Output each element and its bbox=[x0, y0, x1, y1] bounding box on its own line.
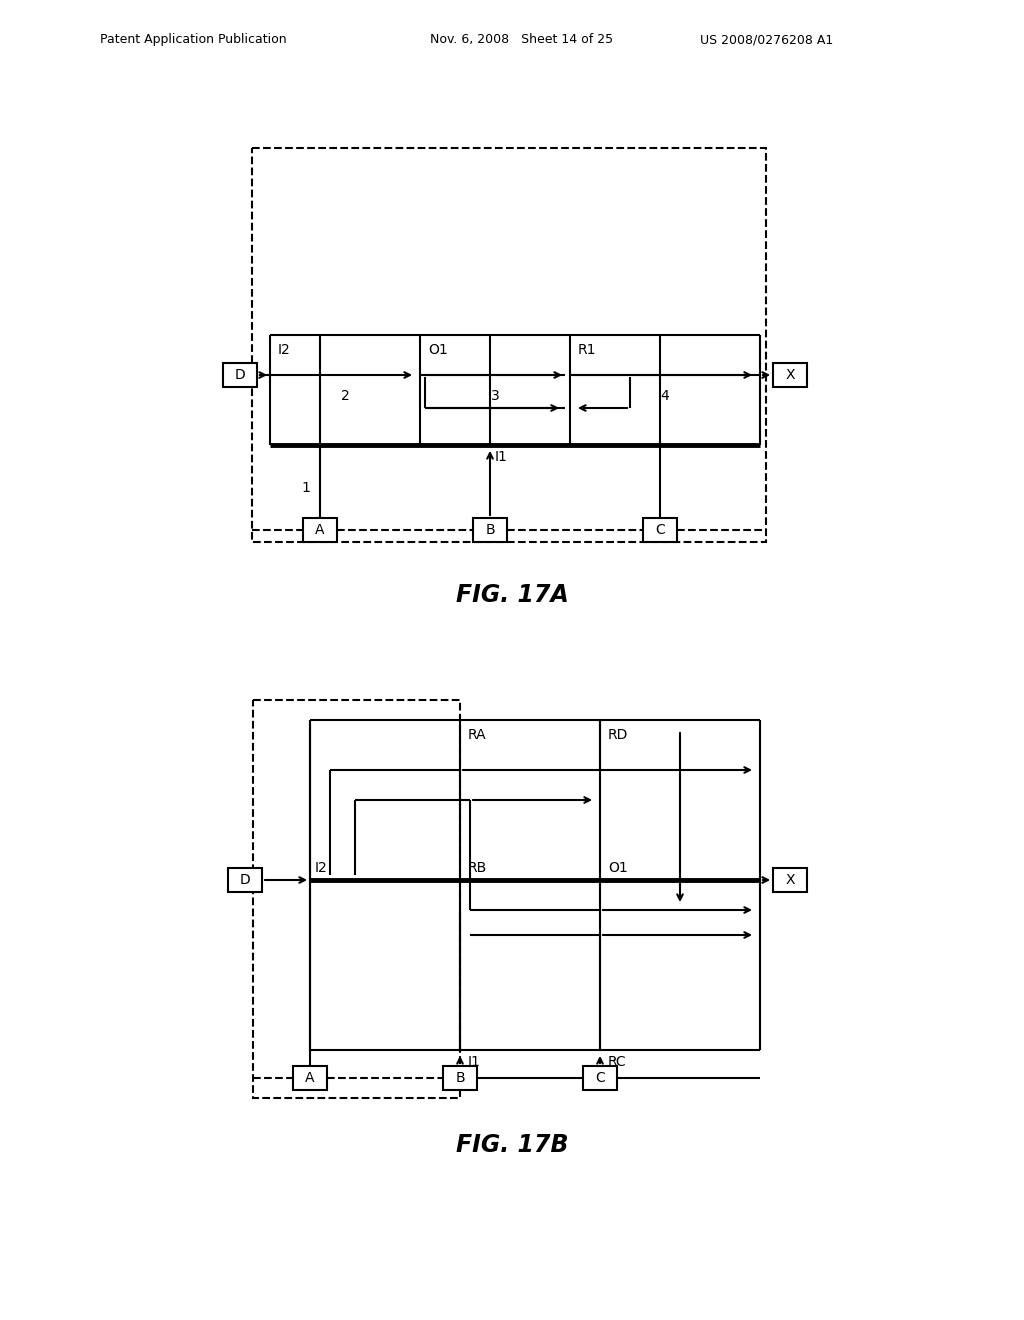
Text: RB: RB bbox=[468, 861, 487, 875]
Bar bbox=[583, 1067, 617, 1090]
Text: D: D bbox=[240, 873, 251, 887]
Bar bbox=[773, 869, 807, 892]
Bar bbox=[773, 363, 807, 387]
Text: C: C bbox=[595, 1071, 605, 1085]
Text: X: X bbox=[785, 873, 795, 887]
Bar bbox=[253, 700, 460, 1098]
Text: FIG. 17A: FIG. 17A bbox=[456, 583, 568, 607]
Text: A: A bbox=[315, 523, 325, 537]
Text: C: C bbox=[655, 523, 665, 537]
Text: I1: I1 bbox=[495, 450, 508, 465]
Text: I1: I1 bbox=[468, 1055, 481, 1069]
Text: X: X bbox=[785, 368, 795, 381]
Text: I2: I2 bbox=[278, 343, 291, 356]
Text: A: A bbox=[305, 1071, 314, 1085]
Text: 4: 4 bbox=[660, 389, 670, 403]
Bar bbox=[643, 517, 677, 543]
Text: O1: O1 bbox=[428, 343, 447, 356]
Text: B: B bbox=[485, 523, 495, 537]
Bar bbox=[252, 148, 766, 543]
Text: I2: I2 bbox=[315, 861, 328, 875]
Bar bbox=[228, 869, 262, 892]
Text: Nov. 6, 2008   Sheet 14 of 25: Nov. 6, 2008 Sheet 14 of 25 bbox=[430, 33, 613, 46]
Bar bbox=[293, 1067, 327, 1090]
Text: 3: 3 bbox=[490, 389, 500, 403]
Text: R1: R1 bbox=[578, 343, 597, 356]
Bar bbox=[303, 517, 337, 543]
Text: Patent Application Publication: Patent Application Publication bbox=[100, 33, 287, 46]
Text: FIG. 17B: FIG. 17B bbox=[456, 1133, 568, 1158]
Bar bbox=[223, 363, 257, 387]
Text: B: B bbox=[456, 1071, 465, 1085]
Text: 1: 1 bbox=[301, 480, 310, 495]
Text: RA: RA bbox=[468, 729, 486, 742]
Bar bbox=[443, 1067, 477, 1090]
Text: 2: 2 bbox=[341, 389, 349, 403]
Text: US 2008/0276208 A1: US 2008/0276208 A1 bbox=[700, 33, 834, 46]
Text: RD: RD bbox=[608, 729, 629, 742]
Bar bbox=[473, 517, 507, 543]
Text: D: D bbox=[234, 368, 246, 381]
Text: O1: O1 bbox=[608, 861, 628, 875]
Text: RC: RC bbox=[608, 1055, 627, 1069]
